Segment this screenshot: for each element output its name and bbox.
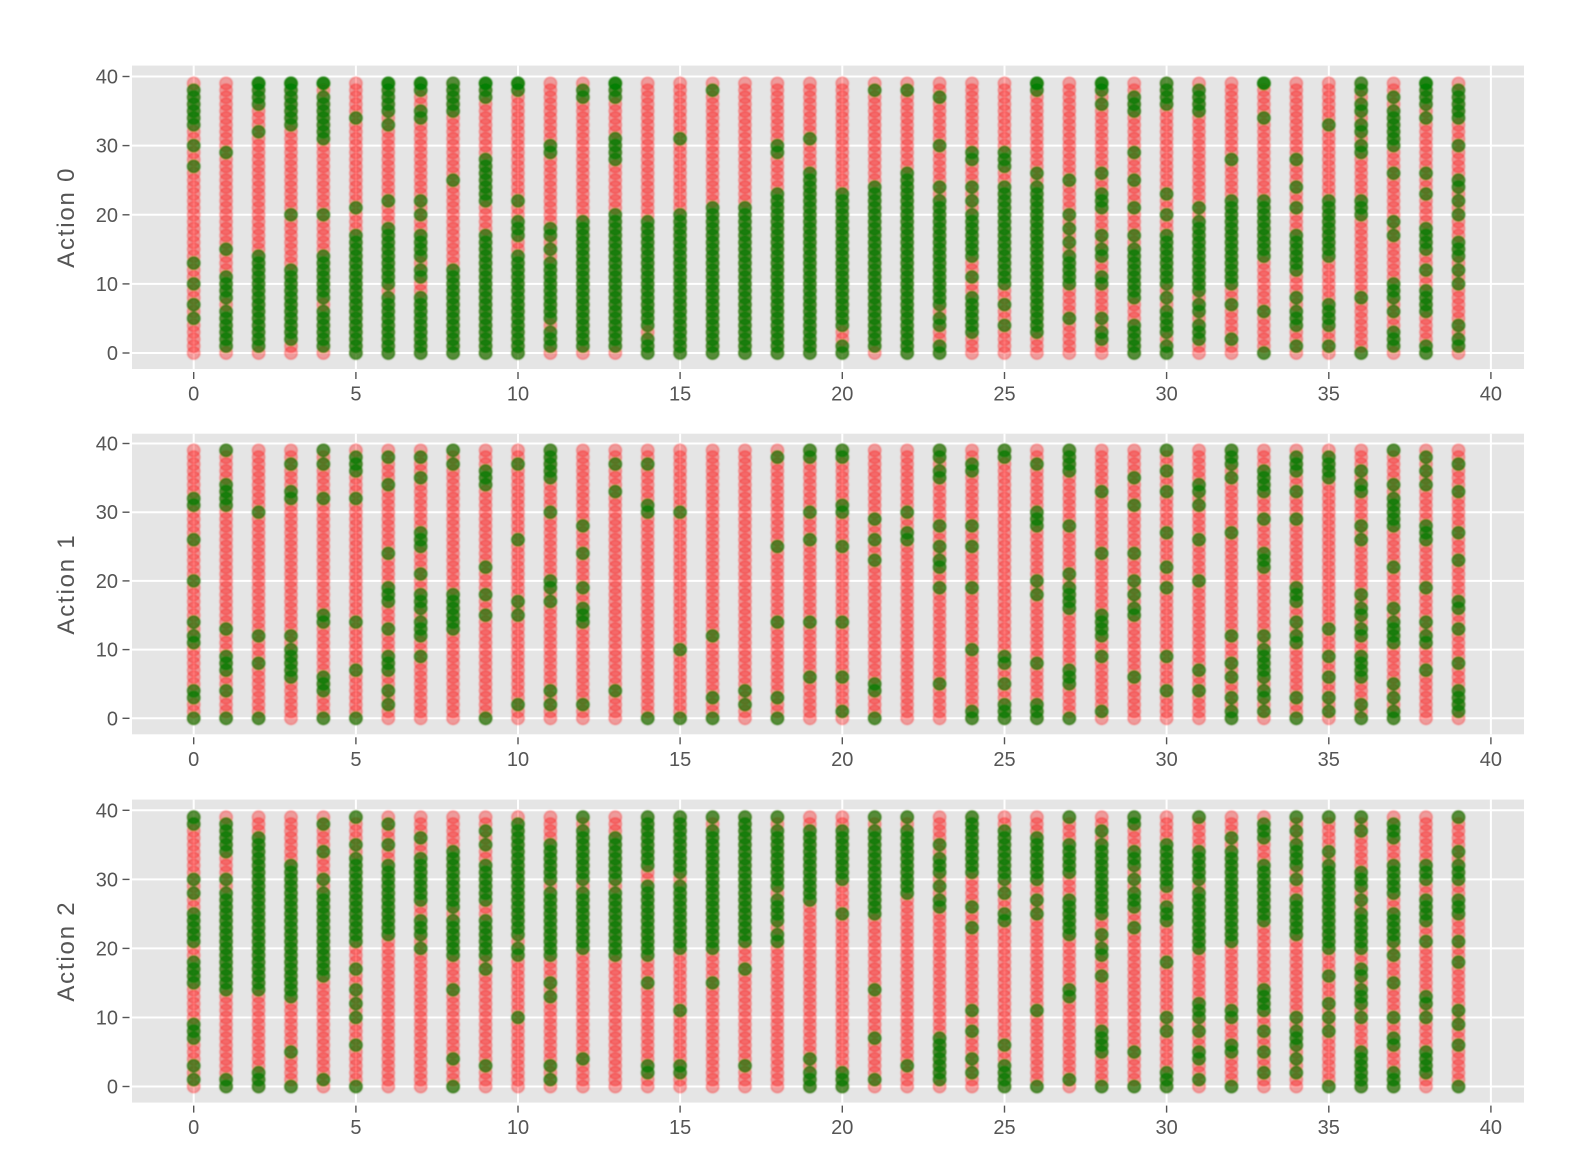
svg-text:Action 1: Action 1 <box>53 533 80 634</box>
svg-text:40: 40 <box>96 434 118 456</box>
svg-text:15: 15 <box>669 749 691 771</box>
svg-text:10: 10 <box>96 274 118 296</box>
svg-text:Action 2: Action 2 <box>53 901 80 1002</box>
svg-text:10: 10 <box>507 384 529 406</box>
svg-text:40: 40 <box>1480 1117 1502 1139</box>
svg-text:40: 40 <box>1480 749 1502 771</box>
svg-text:Action 0: Action 0 <box>53 167 80 268</box>
svg-text:35: 35 <box>1318 384 1340 406</box>
svg-text:20: 20 <box>831 1117 853 1139</box>
svg-text:20: 20 <box>96 938 118 960</box>
svg-text:0: 0 <box>188 749 199 771</box>
svg-text:30: 30 <box>1155 749 1177 771</box>
svg-text:5: 5 <box>350 1117 361 1139</box>
svg-text:20: 20 <box>831 384 853 406</box>
svg-text:10: 10 <box>96 1008 118 1030</box>
svg-text:25: 25 <box>993 384 1015 406</box>
svg-text:30: 30 <box>96 136 118 158</box>
svg-text:30: 30 <box>96 869 118 891</box>
svg-text:20: 20 <box>96 205 118 227</box>
svg-text:0: 0 <box>107 708 118 730</box>
svg-text:30: 30 <box>1155 384 1177 406</box>
svg-text:20: 20 <box>96 571 118 593</box>
svg-text:35: 35 <box>1318 749 1340 771</box>
svg-text:20: 20 <box>831 749 853 771</box>
svg-text:15: 15 <box>669 1117 691 1139</box>
svg-text:15: 15 <box>669 384 691 406</box>
svg-text:10: 10 <box>507 749 529 771</box>
svg-text:40: 40 <box>96 800 118 822</box>
svg-text:25: 25 <box>993 749 1015 771</box>
svg-text:0: 0 <box>188 384 199 406</box>
svg-text:40: 40 <box>96 67 118 89</box>
svg-text:0: 0 <box>107 1077 118 1099</box>
svg-text:5: 5 <box>350 749 361 771</box>
svg-text:30: 30 <box>1155 1117 1177 1139</box>
svg-text:25: 25 <box>993 1117 1015 1139</box>
svg-text:30: 30 <box>96 502 118 524</box>
svg-text:35: 35 <box>1318 1117 1340 1139</box>
svg-text:0: 0 <box>107 343 118 365</box>
svg-text:40: 40 <box>1480 384 1502 406</box>
svg-text:10: 10 <box>507 1117 529 1139</box>
svg-text:0: 0 <box>188 1117 199 1139</box>
svg-text:10: 10 <box>96 640 118 662</box>
svg-text:5: 5 <box>350 384 361 406</box>
